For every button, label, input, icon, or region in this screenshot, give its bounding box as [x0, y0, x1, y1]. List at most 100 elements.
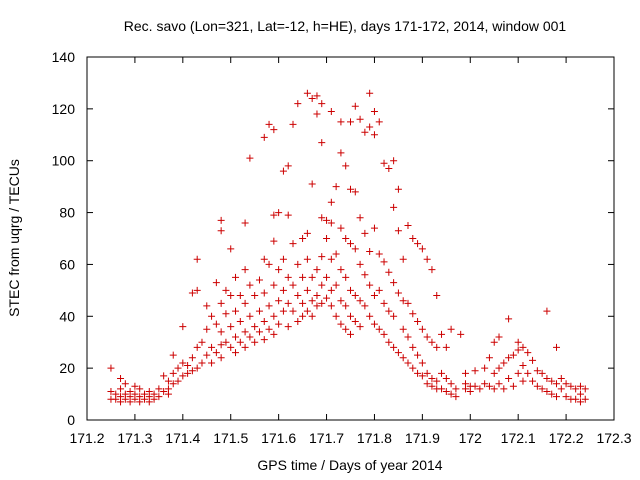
data-point [390, 157, 398, 165]
x-axis-label: GPS time / Days of year 2014 [257, 457, 442, 473]
data-point [255, 276, 263, 284]
data-point [490, 369, 498, 377]
data-point [270, 211, 278, 219]
data-point [471, 367, 479, 375]
data-point [169, 369, 177, 377]
data-point [299, 312, 307, 320]
data-point [385, 268, 393, 276]
data-point [232, 273, 240, 281]
x-tick-label: 172.1 [501, 430, 536, 446]
data-point [188, 354, 196, 362]
data-point [332, 312, 340, 320]
data-point [347, 240, 354, 248]
data-point [351, 317, 359, 325]
data-point [308, 297, 316, 305]
data-point [332, 183, 340, 191]
data-point [327, 198, 335, 206]
data-point [318, 214, 326, 222]
data-point [217, 341, 225, 349]
plot-frame [86, 56, 615, 421]
data-point [246, 154, 254, 162]
data-point [193, 255, 201, 263]
data-point [418, 325, 426, 333]
data-point [385, 164, 393, 172]
data-point [203, 302, 211, 310]
data-point [557, 375, 565, 383]
data-point [222, 310, 230, 318]
data-point [155, 393, 163, 401]
data-point [394, 227, 402, 235]
data-point [251, 323, 259, 331]
data-point [361, 271, 369, 279]
data-point [136, 385, 144, 393]
data-point [284, 273, 292, 281]
data-point [236, 292, 244, 300]
data-point [217, 227, 225, 235]
data-point [361, 229, 369, 237]
y-tick-label: 20 [59, 360, 75, 376]
data-point [543, 307, 551, 315]
data-point [179, 372, 187, 380]
data-point [188, 367, 196, 375]
data-point [270, 330, 278, 338]
data-point [380, 159, 388, 167]
data-point [232, 333, 240, 341]
data-point [131, 382, 139, 390]
data-point [414, 369, 422, 377]
data-point [275, 297, 283, 305]
x-tick-label: 171.2 [69, 430, 104, 446]
data-point [308, 94, 316, 102]
data-point [308, 180, 316, 188]
data-point [414, 317, 422, 325]
x-tick-label: 172.3 [596, 430, 631, 446]
data-point [284, 211, 292, 219]
data-point [553, 343, 561, 351]
data-point [337, 297, 345, 305]
data-point [227, 323, 235, 331]
data-point [356, 214, 364, 222]
data-point [519, 362, 527, 370]
data-point [375, 286, 383, 294]
data-point [323, 273, 331, 281]
x-tick-label: 171.8 [357, 430, 392, 446]
data-point [509, 351, 517, 359]
data-point [490, 338, 498, 346]
data-point [495, 364, 503, 372]
data-point [524, 349, 532, 357]
data-point [418, 245, 426, 253]
data-point [327, 219, 335, 227]
data-point [404, 222, 412, 230]
chart-title: Rec. savo (Lon=321, Lat=-12, h=HE), days… [124, 18, 567, 34]
data-series [107, 89, 589, 406]
data-point [136, 398, 144, 406]
data-point [241, 266, 249, 274]
data-point [294, 292, 302, 300]
data-point [337, 149, 345, 157]
data-point [505, 315, 513, 323]
data-point [514, 369, 522, 377]
data-point [361, 128, 369, 136]
data-point [447, 380, 455, 388]
data-point [375, 118, 383, 126]
data-point [294, 100, 302, 108]
data-point [279, 286, 287, 294]
data-point [236, 338, 244, 346]
data-point [385, 307, 393, 315]
data-point [399, 354, 407, 362]
data-point [576, 390, 584, 398]
data-point [390, 312, 398, 320]
data-point [533, 382, 541, 390]
data-point [347, 330, 354, 338]
data-point [308, 273, 316, 281]
data-point [265, 260, 273, 268]
data-point [548, 390, 556, 398]
data-point [260, 255, 268, 263]
data-point [323, 235, 331, 242]
data-point [203, 325, 211, 333]
data-point [164, 390, 172, 398]
data-point [366, 89, 374, 97]
data-point [505, 354, 513, 362]
data-point [485, 382, 493, 390]
data-point [423, 380, 431, 388]
data-point [255, 328, 263, 336]
